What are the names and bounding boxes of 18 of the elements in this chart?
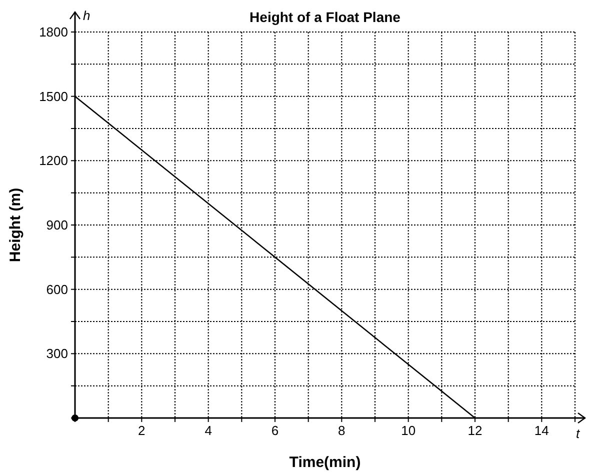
- x-tick-label: 2: [138, 423, 146, 438]
- x-axis-title: Time(min): [289, 454, 361, 471]
- text: h: [83, 8, 90, 23]
- y-axis-title: Height (m): [7, 188, 24, 262]
- y-tick-label: 900: [46, 218, 68, 232]
- text: t: [576, 426, 581, 441]
- y-tick-label: 1500: [39, 88, 68, 104]
- y-tick-label: 600: [46, 282, 68, 297]
- x-tick-label: 4: [204, 423, 212, 438]
- x-tick-label: 8: [338, 423, 346, 438]
- chart-title: Height of a Float Plane: [250, 9, 401, 25]
- x-tick-label: 14: [534, 423, 549, 438]
- y-tick-label: 300: [46, 346, 68, 362]
- y-tick-label: 1800: [39, 24, 68, 40]
- x-tick-label: 10: [401, 423, 416, 438]
- y-tick-label: 1200: [39, 153, 68, 168]
- x-tick-label: 12: [468, 423, 482, 438]
- x-tick-label: 6: [271, 423, 279, 438]
